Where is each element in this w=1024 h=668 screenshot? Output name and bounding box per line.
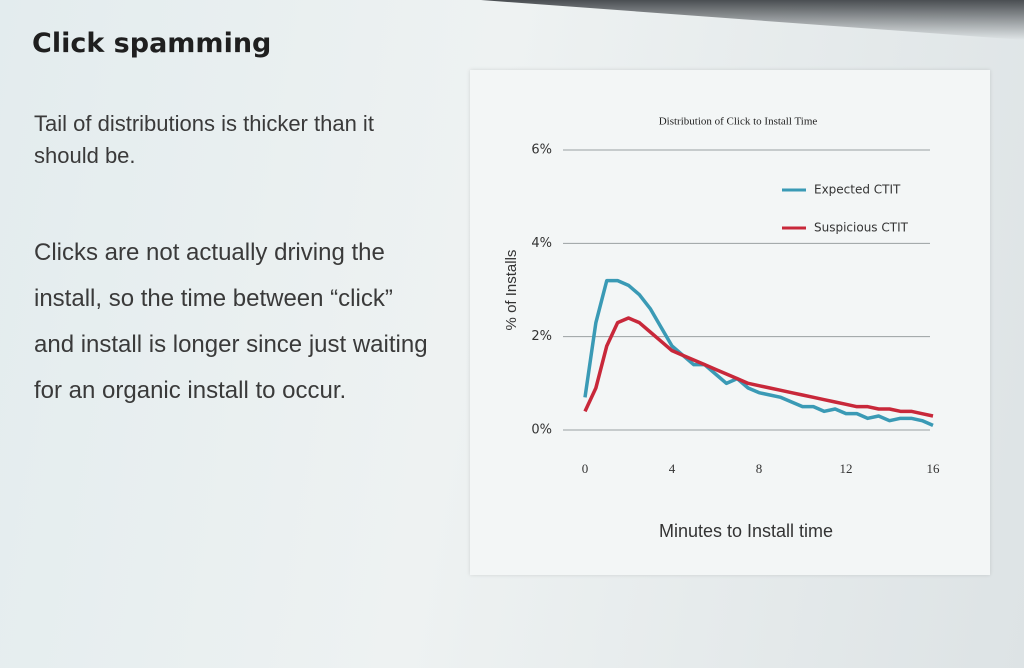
y-axis-label: % of Installs [503,250,520,331]
series-line [583,278,934,427]
x-tick-label: 12 [840,461,853,476]
x-tick-label: 16 [927,461,941,476]
y-tick-label: 2% [531,329,552,344]
legend-label: Expected CTIT [814,183,901,197]
paragraph: Clicks are not actually driving the inst… [34,239,428,404]
x-axis-label: Minutes to Install time [659,521,833,541]
slide-title: Click spamming [32,28,272,59]
x-tick-label: 0 [582,461,589,476]
x-tick-label: 8 [756,461,763,476]
x-tick-label: 4 [669,461,676,476]
y-tick-label: 0% [531,423,552,438]
paragraph: Tail of distributions is thicker than it… [34,111,374,168]
chart-title: Distribution of Click to Install Time [659,116,818,128]
chart-card [470,70,990,575]
y-tick-label: 4% [531,236,552,251]
y-tick-label: 6% [531,143,552,158]
legend-label: Suspicious CTIT [814,221,909,235]
series-line [583,316,934,418]
